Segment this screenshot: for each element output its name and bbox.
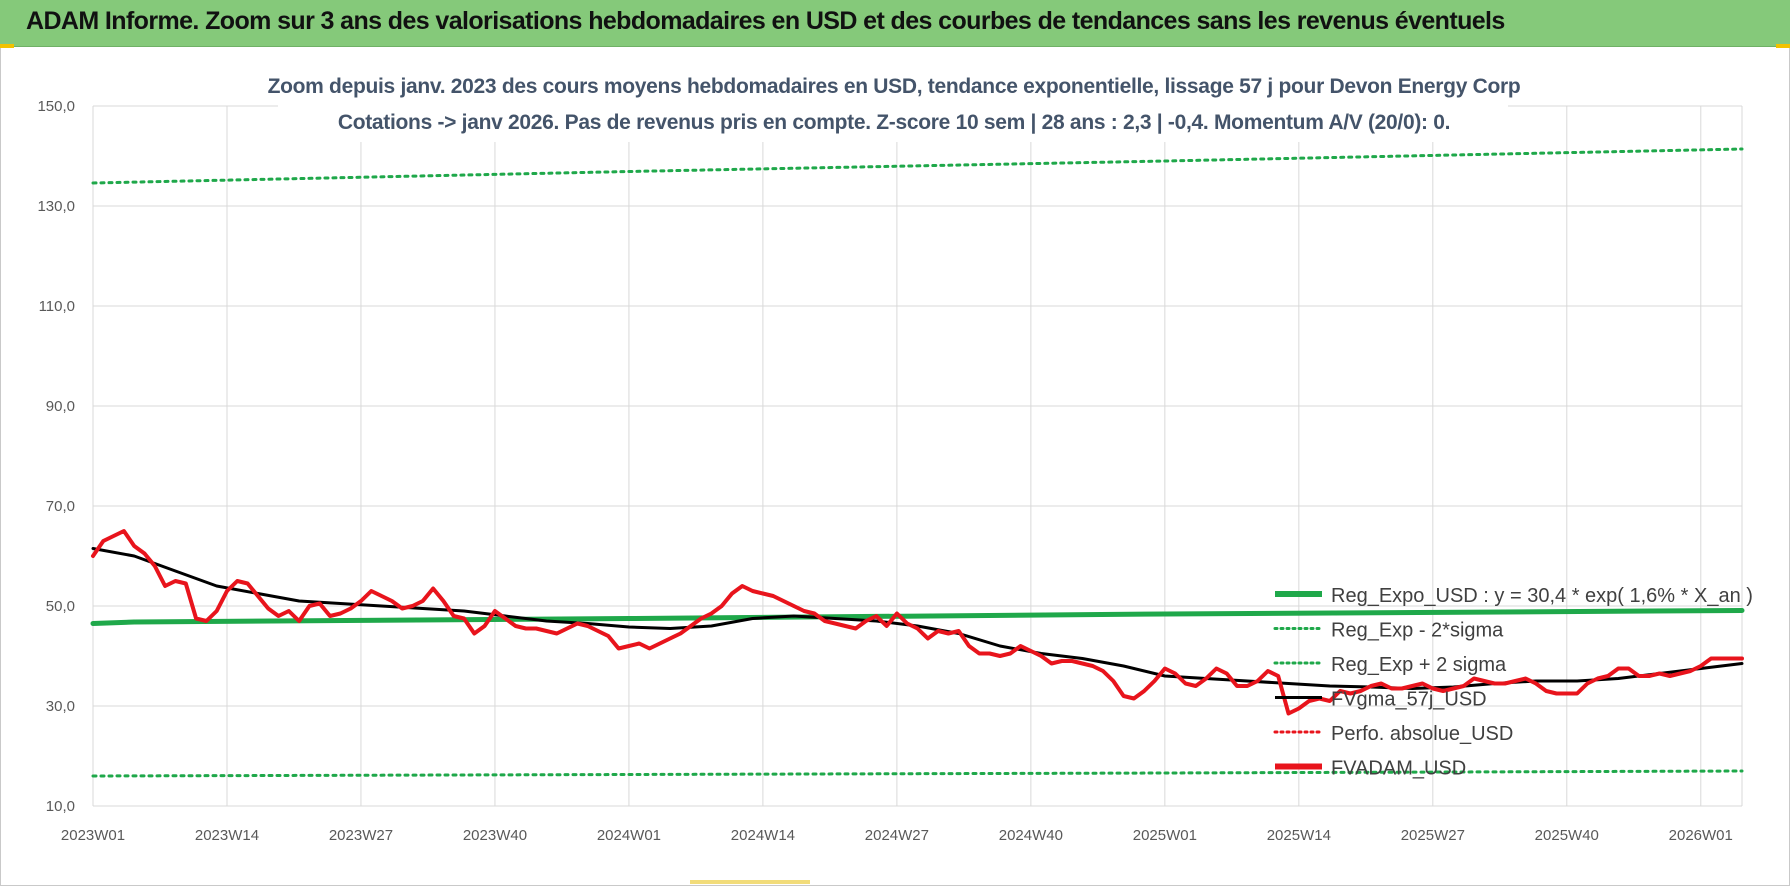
legend-label: FVgma_57j_USD (1331, 689, 1487, 711)
x-axis-ticks: 2023W01 2023W14 2023W27 2023W40 2024W01 2024W… (61, 827, 1733, 844)
chart-title-line-2: Cotations -> janv 2026. Pas de revenus p… (338, 111, 1450, 134)
y-tick-label: 90,0 (46, 398, 75, 415)
chart-title-background (278, 66, 1508, 142)
series-line (91, 769, 1744, 778)
x-tick-label: 2023W40 (463, 827, 527, 844)
x-tick-label: 2024W01 (597, 827, 661, 844)
y-tick-label: 30,0 (46, 698, 75, 715)
y-tick-label: 50,0 (46, 598, 75, 615)
y-tick-label: 110,0 (39, 298, 75, 315)
left-corner-mark (0, 44, 14, 48)
x-tick-label: 2024W40 (999, 827, 1063, 844)
chart-legend: Reg_Expo_USD : y = 30,4 * exp( 1,6% * X_… (1273, 585, 1753, 780)
x-tick-label: 2023W01 (61, 827, 125, 844)
legend-label: Reg_Exp + 2 sigma (1331, 654, 1507, 676)
legend-label: Reg_Exp - 2*sigma (1331, 620, 1504, 642)
report-header: ADAM Informe. Zoom sur 3 ans des valoris… (0, 0, 1790, 47)
x-tick-label: 2023W14 (195, 827, 259, 844)
legend-label: Reg_Expo_USD : y = 30,4 * exp( 1,6% * X_… (1331, 585, 1753, 607)
right-corner-mark (1776, 44, 1790, 48)
series-line (91, 147, 1744, 185)
chart-series (90, 147, 1745, 778)
x-tick-label: 2025W27 (1401, 827, 1465, 844)
x-tick-label: 2023W27 (329, 827, 393, 844)
y-tick-label: 70,0 (46, 498, 75, 515)
chart-grid (92, 105, 1743, 807)
x-tick-label: 2025W40 (1535, 827, 1599, 844)
y-tick-label: 10,0 (46, 798, 75, 815)
x-tick-label: 2025W14 (1267, 827, 1331, 844)
y-tick-label: 130,0 (37, 198, 75, 215)
series-line (90, 608, 1745, 626)
legend-label: FVADAM_USD (1331, 758, 1466, 780)
chart-title-line-1: Zoom depuis janv. 2023 des cours moyens … (268, 75, 1521, 98)
x-tick-label: 2024W14 (731, 827, 795, 844)
series-line (91, 529, 1744, 716)
y-axis-ticks: 150,0 130,0 110,0 90,0 70,0 50,0 30,0 10,0 (37, 98, 75, 815)
bottom-mark (690, 880, 810, 884)
x-tick-label: 2025W01 (1133, 827, 1197, 844)
legend-label: Perfo. absolue_USD (1331, 723, 1513, 745)
y-tick-label: 150,0 (37, 98, 75, 115)
report-title: ADAM Informe. Zoom sur 3 ans des valoris… (26, 7, 1505, 35)
x-tick-label: 2026W01 (1669, 827, 1733, 844)
x-tick-label: 2024W27 (865, 827, 929, 844)
